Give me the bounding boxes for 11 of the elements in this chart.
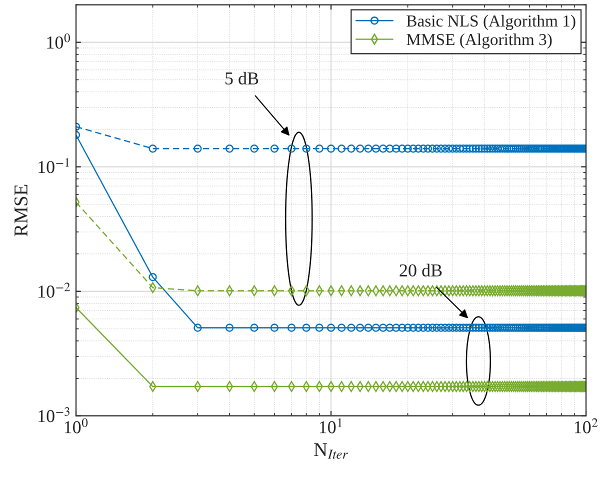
legend-label: Basic NLS (Algorithm 1) [406,14,576,30]
annotation: 5 dB [226,72,258,85]
x-tick-label: 10$^{2}$ [574,418,598,434]
y-tick-label: 10$^{−2}$ [38,282,70,298]
y-tick-label: 10$^{−1}$ [38,158,69,174]
y-tick-label: 10$^{0}$ [47,34,70,49]
y-axis-title: RMSE [14,184,28,236]
annotation: 20 dB [400,264,442,276]
legend-label: MMSE (Algorithm 3) [406,33,552,49]
x-tick-label: 10$^{1}$ [320,418,342,434]
x-axis-title: N$_{Iter}$ [314,443,348,459]
